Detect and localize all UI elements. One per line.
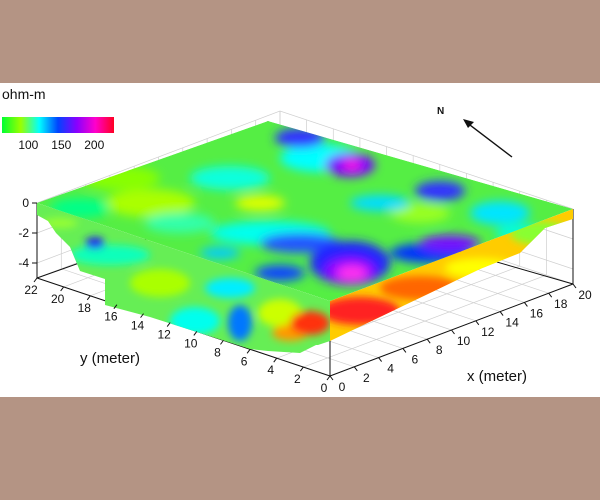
x-tick-18: 18: [554, 297, 568, 311]
y-tick-mark-2: [299, 366, 304, 372]
x-tick-mark-2: [353, 366, 358, 372]
y-tick-6: 6: [241, 354, 248, 368]
y-tick-mark-8: [220, 340, 224, 345]
x-axis-ticks: 0 2 4 6 8 10 12 14 16 18 20: [329, 283, 592, 394]
x-tick-mark-10: [451, 329, 455, 335]
y-axis-ticks: 0 2 4 6 8 10 12 14 16 18 20 22: [24, 277, 331, 395]
x-tick-mark-4: [378, 357, 383, 362]
resistivity-figure: ohm-m 100 150 200 N 0 -2 -4 0 2 4 6 8 10 12 14 16 18 2…: [0, 83, 600, 397]
y-tick-22: 22: [24, 283, 38, 297]
z-tick--4: -4: [18, 256, 29, 270]
y-tick-mark-12: [166, 322, 171, 327]
y-tick-12: 12: [158, 328, 172, 342]
y-tick-mark-22: [33, 277, 38, 283]
north-arrow-head-icon: [463, 119, 474, 128]
resistivity-3d-chart: ohm-m 100 150 200 N 0-2-4 0246810121416182…: [2, 86, 592, 395]
volume-top-surface: [37, 121, 573, 301]
colorbar-gradient: [2, 117, 114, 133]
x-tick-4: 4: [387, 362, 394, 376]
z-tick-0: 0: [22, 196, 29, 210]
y-tick-mark-14: [140, 313, 144, 318]
x-tick-mark-0: [329, 375, 334, 381]
y-tick-mark-18: [86, 295, 91, 301]
z-axis-ticks: 0 -2 -4: [18, 196, 37, 270]
x-tick-8: 8: [436, 343, 443, 357]
y-tick-0: 0: [321, 381, 328, 395]
y-tick-mark-10: [193, 331, 198, 336]
x-tick-mark-18: [548, 292, 553, 298]
x-tick-mark-20: [572, 283, 577, 289]
y-axis-title: y (meter): [80, 350, 140, 367]
y-tick-14: 14: [131, 319, 145, 333]
x-tick-12: 12: [481, 325, 495, 339]
y-tick-18: 18: [78, 301, 92, 315]
y-tick-20: 20: [51, 292, 65, 306]
colorbar-tick-100: 100: [18, 138, 38, 152]
north-arrow: N: [437, 106, 513, 158]
y-tick-4: 4: [267, 363, 274, 377]
z-tick--2: -2: [18, 226, 29, 240]
y-tick-mark-0: [326, 375, 331, 381]
north-arrow-icon: [465, 121, 513, 158]
x-tick-mark-12: [475, 320, 480, 326]
y-tick-mark-20: [60, 286, 65, 292]
x-tick-6: 6: [412, 352, 419, 366]
y-tick-2: 2: [294, 372, 301, 386]
colorbar: ohm-m 100 150 200: [2, 86, 114, 152]
colorbar-tick-200: 200: [84, 138, 104, 152]
x-tick-14: 14: [505, 316, 519, 330]
y-tick-10: 10: [184, 336, 198, 350]
y-tick-16: 16: [104, 310, 118, 324]
x-tick-20: 20: [578, 288, 592, 302]
x-tick-0: 0: [339, 380, 346, 394]
grid-line-z-0: [36, 110, 574, 210]
x-tick-mark-8: [426, 338, 431, 344]
x-tick-mark-6: [402, 348, 407, 353]
x-tick-mark-14: [499, 311, 504, 316]
x-tick-16: 16: [530, 306, 544, 320]
colorbar-tick-150: 150: [51, 138, 71, 152]
y-tick-8: 8: [214, 345, 221, 359]
x-tick-mark-16: [524, 302, 528, 307]
y-tick-mark-6: [246, 348, 251, 354]
colorbar-ticks: 100 150 200: [18, 138, 104, 152]
colorbar-label: ohm-m: [2, 86, 46, 102]
north-label: N: [437, 106, 444, 117]
x-axis-title: x (meter): [467, 368, 527, 385]
y-tick-mark-4: [273, 357, 278, 363]
x-tick-10: 10: [457, 334, 471, 348]
x-tick-2: 2: [363, 371, 370, 385]
y-tick-mark-16: [113, 304, 118, 310]
